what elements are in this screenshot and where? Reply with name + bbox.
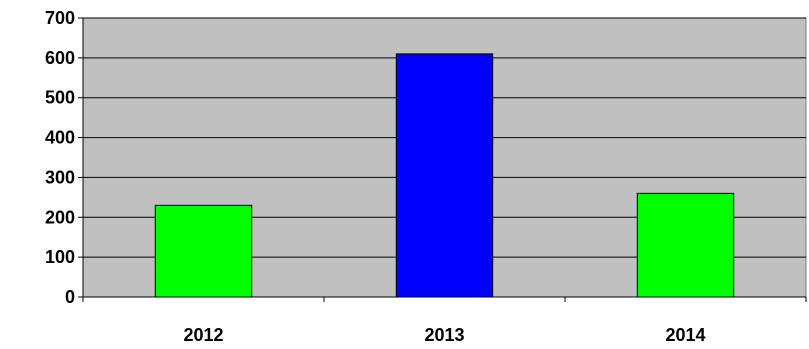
y-axis-tick-labels: 0 100 200 300 400 500 600 700 (45, 8, 75, 307)
y-tick-label: 300 (45, 167, 75, 187)
x-tick-label: 2014 (665, 325, 705, 345)
bar-2013 (395, 53, 494, 298)
x-tick-label: 2012 (183, 325, 223, 345)
axes (78, 17, 807, 302)
y-tick-label: 0 (65, 287, 75, 307)
bars (154, 53, 735, 298)
x-tick-label: 2013 (424, 325, 464, 345)
y-tick-label: 400 (45, 128, 75, 148)
y-tick-label: 500 (45, 88, 75, 108)
y-tick-label: 100 (45, 247, 75, 267)
bar-2014 (636, 192, 735, 298)
bar-2012 (154, 204, 253, 298)
y-tick-label: 700 (45, 8, 75, 28)
x-axis-tick-labels: 2012 2013 2014 (183, 325, 705, 345)
y-tick-label: 200 (45, 207, 75, 227)
y-tick-label: 600 (45, 48, 75, 68)
